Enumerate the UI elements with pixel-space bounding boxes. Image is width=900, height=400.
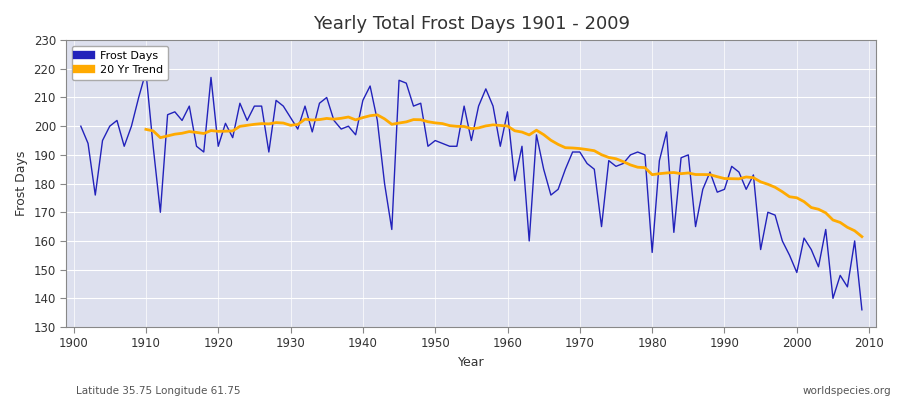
20 Yr Trend (140, 127, 151, 132)
Frost Days (76, 124, 86, 128)
Frost Days (300, 104, 310, 108)
Legend: Frost Days, 20 Yr Trend: Frost Days, 20 Yr Trend (72, 46, 168, 80)
20 Yr Trend (806, 205, 816, 210)
Y-axis label: Frost Days: Frost Days (15, 151, 28, 216)
Frost Days (140, 69, 151, 74)
Line: 20 Yr Trend: 20 Yr Trend (146, 115, 862, 237)
Frost Days (133, 95, 144, 100)
Frost Days (343, 124, 354, 128)
Line: Frost Days: Frost Days (81, 72, 862, 310)
Title: Yearly Total Frost Days 1901 - 2009: Yearly Total Frost Days 1901 - 2009 (313, 15, 630, 33)
20 Yr Trend (574, 146, 585, 151)
20 Yr Trend (828, 218, 839, 222)
Text: worldspecies.org: worldspecies.org (803, 386, 891, 396)
X-axis label: Year: Year (458, 356, 485, 369)
20 Yr Trend (307, 118, 318, 122)
Frost Days (509, 178, 520, 183)
Frost Days (596, 224, 607, 229)
20 Yr Trend (517, 130, 527, 134)
Frost Days (502, 110, 513, 114)
20 Yr Trend (372, 112, 382, 117)
Text: Latitude 35.75 Longitude 61.75: Latitude 35.75 Longitude 61.75 (76, 386, 241, 396)
20 Yr Trend (857, 234, 868, 239)
20 Yr Trend (278, 121, 289, 126)
Frost Days (857, 308, 868, 312)
